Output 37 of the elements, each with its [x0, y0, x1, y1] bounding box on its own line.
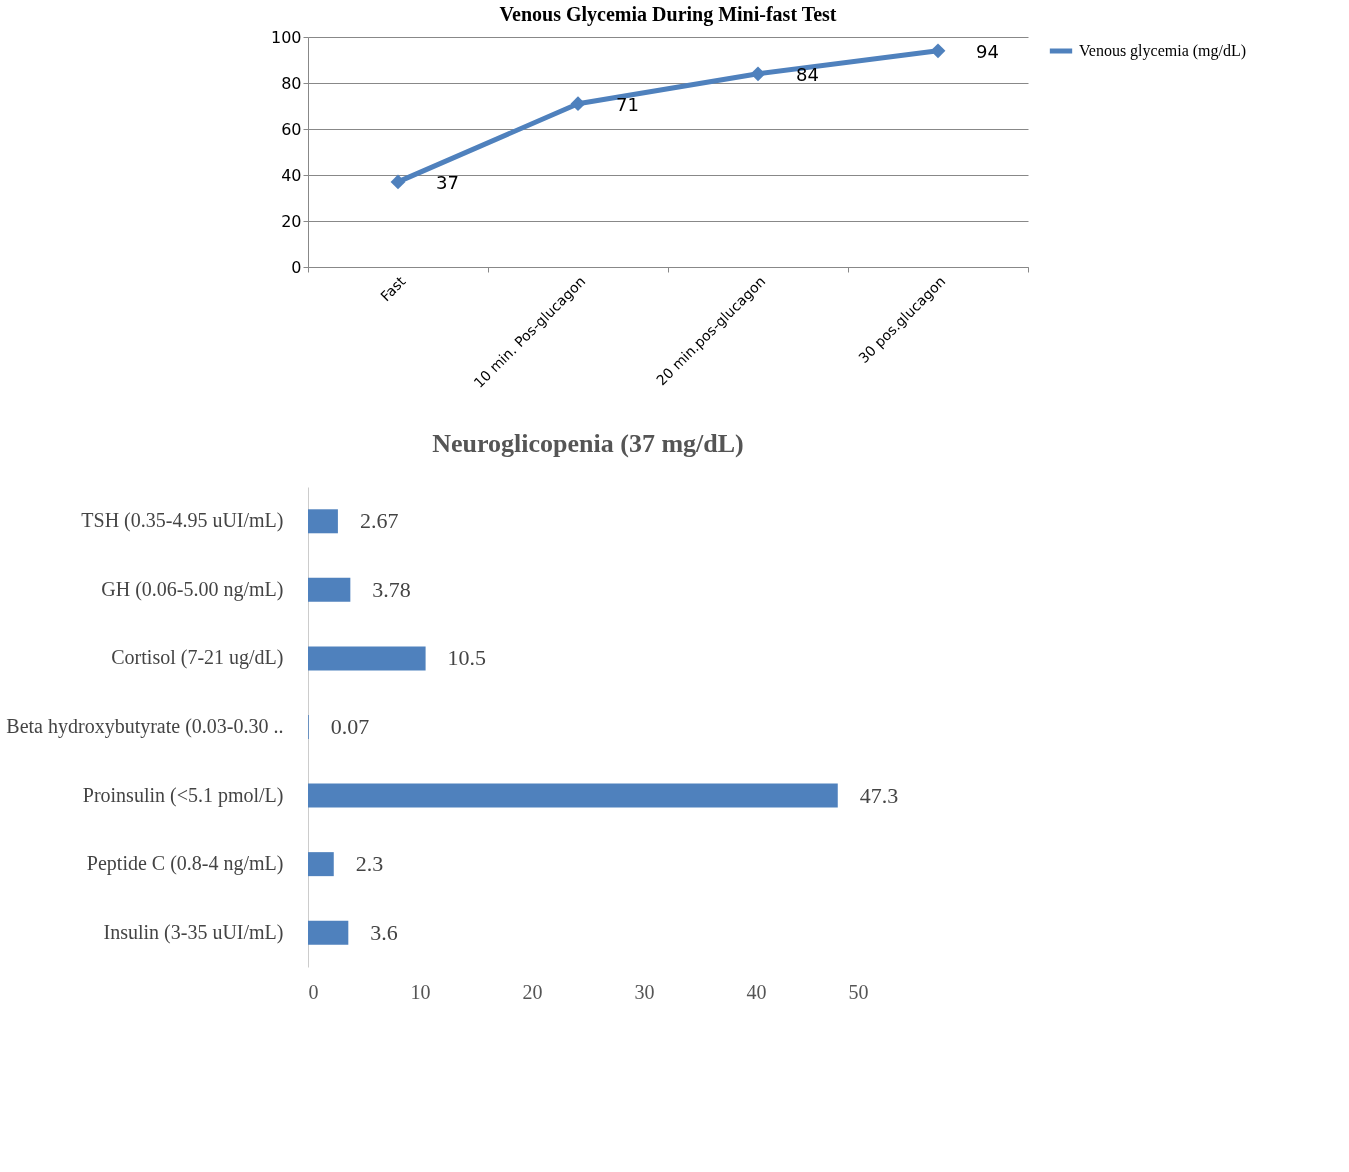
- data-label: 10.5: [447, 645, 487, 671]
- point: [570, 96, 586, 112]
- data-label: 0.07: [330, 714, 370, 739]
- data-label: 2.3: [355, 851, 384, 877]
- x-tick-label: 20: [522, 980, 543, 1003]
- y-tick-label: TSH (0.35-4.95 uUI/mL): [81, 509, 284, 533]
- data-label: 2.67: [359, 508, 399, 534]
- chart-title: Venous Glycemia During Mini-fast Test: [499, 3, 837, 26]
- x-tick-label: 30: [634, 980, 655, 1003]
- point: [930, 43, 946, 59]
- chart-title: Neuroglicopenia (37 mg/dL): [432, 429, 744, 458]
- y-tick-label: 80: [281, 73, 302, 93]
- point: [390, 174, 406, 190]
- data-label: 47.3: [859, 782, 899, 808]
- y-tick-label: 40: [281, 165, 302, 185]
- y-tick-label: GH (0.06-5.00 ng/mL): [101, 577, 284, 601]
- data-label: 37: [436, 171, 459, 193]
- x-tick-label: 40: [746, 980, 767, 1003]
- y-tick-label: Peptide C (0.8-4 ng/mL): [86, 852, 284, 876]
- y-tick-label: 100: [270, 27, 302, 47]
- x-tick-label: 0: [308, 980, 319, 1003]
- y-tick-label: Insulin (3-35 uUI/mL): [103, 920, 284, 944]
- x-tick-label: 50: [848, 980, 869, 1003]
- y-tick-label: 20: [281, 211, 302, 231]
- x-tick-label: 10: [410, 980, 431, 1003]
- y-tick-label: 0: [291, 257, 302, 277]
- y-tick-label: 60: [281, 119, 302, 139]
- point: [750, 66, 766, 82]
- data-label: 3.78: [372, 576, 411, 602]
- data-label: 71: [616, 93, 639, 115]
- y-tick-label: Proinsulin (<5.1 pmol/L): [82, 783, 284, 807]
- data-label: 84: [796, 63, 819, 85]
- y-tick-label: Beta hydroxybutyrate (0.03-0.30 ..: [6, 715, 284, 738]
- data-label: 94: [976, 40, 999, 62]
- legend-label: Venous glycemia (mg/dL): [1079, 42, 1247, 60]
- data-label: 3.6: [370, 919, 398, 945]
- y-tick-label: Cortisol (7-21 ug/dL): [111, 646, 284, 670]
